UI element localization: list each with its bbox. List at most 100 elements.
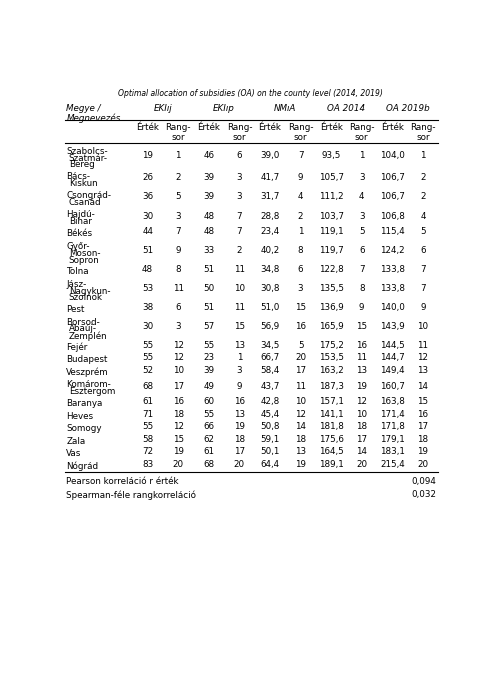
Text: 10: 10 <box>355 410 366 419</box>
Text: 38: 38 <box>142 303 153 312</box>
Text: 106,7: 106,7 <box>379 193 404 202</box>
Text: 48: 48 <box>203 227 214 236</box>
Text: 20: 20 <box>355 460 366 469</box>
Text: 28,8: 28,8 <box>260 211 279 221</box>
Text: 20: 20 <box>294 354 305 363</box>
Text: 119,7: 119,7 <box>318 246 343 255</box>
Text: 68: 68 <box>203 460 214 469</box>
Text: 3: 3 <box>297 284 303 293</box>
Text: 1: 1 <box>358 151 364 160</box>
Text: 23,4: 23,4 <box>260 227 279 236</box>
Text: 51: 51 <box>203 303 214 312</box>
Text: 41,7: 41,7 <box>260 173 279 182</box>
Text: 7: 7 <box>236 211 242 221</box>
Text: 3: 3 <box>175 322 181 331</box>
Text: 6: 6 <box>297 265 303 275</box>
Text: 55: 55 <box>142 341 153 350</box>
Text: 34,5: 34,5 <box>260 341 279 350</box>
Text: 144,7: 144,7 <box>379 354 404 363</box>
Text: 19: 19 <box>172 447 183 456</box>
Text: Sopron: Sopron <box>68 255 99 264</box>
Text: 11: 11 <box>233 265 244 275</box>
Text: Somogy: Somogy <box>66 424 102 433</box>
Text: 164,5: 164,5 <box>318 447 343 456</box>
Text: 119,1: 119,1 <box>318 227 343 236</box>
Text: 58,4: 58,4 <box>260 366 279 375</box>
Text: Érték: Érték <box>197 123 220 132</box>
Text: 1: 1 <box>175 151 181 160</box>
Text: Rang-
sor: Rang- sor <box>348 123 374 142</box>
Text: 181,8: 181,8 <box>318 422 343 431</box>
Text: OA 2019b: OA 2019b <box>385 104 428 113</box>
Text: 6: 6 <box>175 303 181 312</box>
Text: Rang-
sor: Rang- sor <box>287 123 313 142</box>
Text: 2: 2 <box>297 211 303 221</box>
Text: 33: 33 <box>203 246 214 255</box>
Text: 6: 6 <box>419 246 425 255</box>
Text: 1: 1 <box>419 151 425 160</box>
Text: 48: 48 <box>142 265 153 275</box>
Text: 11: 11 <box>417 341 427 350</box>
Text: 15: 15 <box>355 322 366 331</box>
Text: Rang-
sor: Rang- sor <box>409 123 435 142</box>
Text: 45,4: 45,4 <box>260 410 279 419</box>
Text: 55: 55 <box>203 410 214 419</box>
Text: 136,9: 136,9 <box>318 303 343 312</box>
Text: 0,094: 0,094 <box>410 477 435 486</box>
Text: 141,1: 141,1 <box>318 410 343 419</box>
Text: 20: 20 <box>233 460 244 469</box>
Text: Érték: Érték <box>258 123 281 132</box>
Text: 153,5: 153,5 <box>318 354 343 363</box>
Text: Budapest: Budapest <box>66 356 107 365</box>
Text: 14: 14 <box>417 382 427 391</box>
Text: 179,1: 179,1 <box>379 435 404 444</box>
Text: 13: 13 <box>355 366 366 375</box>
Text: 140,0: 140,0 <box>379 303 404 312</box>
Text: 3: 3 <box>358 211 364 221</box>
Text: 55: 55 <box>142 354 153 363</box>
Text: 18: 18 <box>294 435 305 444</box>
Text: Moson-: Moson- <box>68 248 100 257</box>
Text: 16: 16 <box>294 322 305 331</box>
Text: 106,7: 106,7 <box>379 173 404 182</box>
Text: 55: 55 <box>203 341 214 350</box>
Text: 16: 16 <box>172 398 183 407</box>
Text: 43,7: 43,7 <box>260 382 279 391</box>
Text: NMıA: NMıA <box>274 104 296 113</box>
Text: 17: 17 <box>172 382 183 391</box>
Text: 5: 5 <box>175 193 181 202</box>
Text: Győr-: Győr- <box>66 241 90 250</box>
Text: 215,4: 215,4 <box>379 460 404 469</box>
Text: 93,5: 93,5 <box>321 151 340 160</box>
Text: 122,8: 122,8 <box>318 265 343 275</box>
Text: 83: 83 <box>142 460 153 469</box>
Text: 61: 61 <box>203 447 214 456</box>
Text: 4: 4 <box>297 193 303 202</box>
Text: 7: 7 <box>175 227 181 236</box>
Text: Érték: Érték <box>136 123 159 132</box>
Text: 8: 8 <box>175 265 181 275</box>
Text: 104,0: 104,0 <box>379 151 404 160</box>
Text: 3: 3 <box>358 173 364 182</box>
Text: Bereg: Bereg <box>68 160 94 169</box>
Text: 7: 7 <box>419 284 425 293</box>
Text: Rang-
sor: Rang- sor <box>226 123 252 142</box>
Text: 51,0: 51,0 <box>260 303 279 312</box>
Text: 10: 10 <box>294 398 305 407</box>
Text: 49: 49 <box>203 382 214 391</box>
Text: 18: 18 <box>416 435 427 444</box>
Text: 3: 3 <box>175 211 181 221</box>
Text: 7: 7 <box>297 151 303 160</box>
Text: 2: 2 <box>419 173 425 182</box>
Text: Érték: Érték <box>319 123 342 132</box>
Text: 13: 13 <box>233 410 244 419</box>
Text: 16: 16 <box>233 398 244 407</box>
Text: 1: 1 <box>297 227 303 236</box>
Text: 18: 18 <box>172 410 183 419</box>
Text: 17: 17 <box>355 435 366 444</box>
Text: 44: 44 <box>142 227 153 236</box>
Text: Spearman-féle rangkorreláció: Spearman-féle rangkorreláció <box>66 491 196 500</box>
Text: 8: 8 <box>358 284 364 293</box>
Text: 144,5: 144,5 <box>379 341 404 350</box>
Text: 53: 53 <box>142 284 153 293</box>
